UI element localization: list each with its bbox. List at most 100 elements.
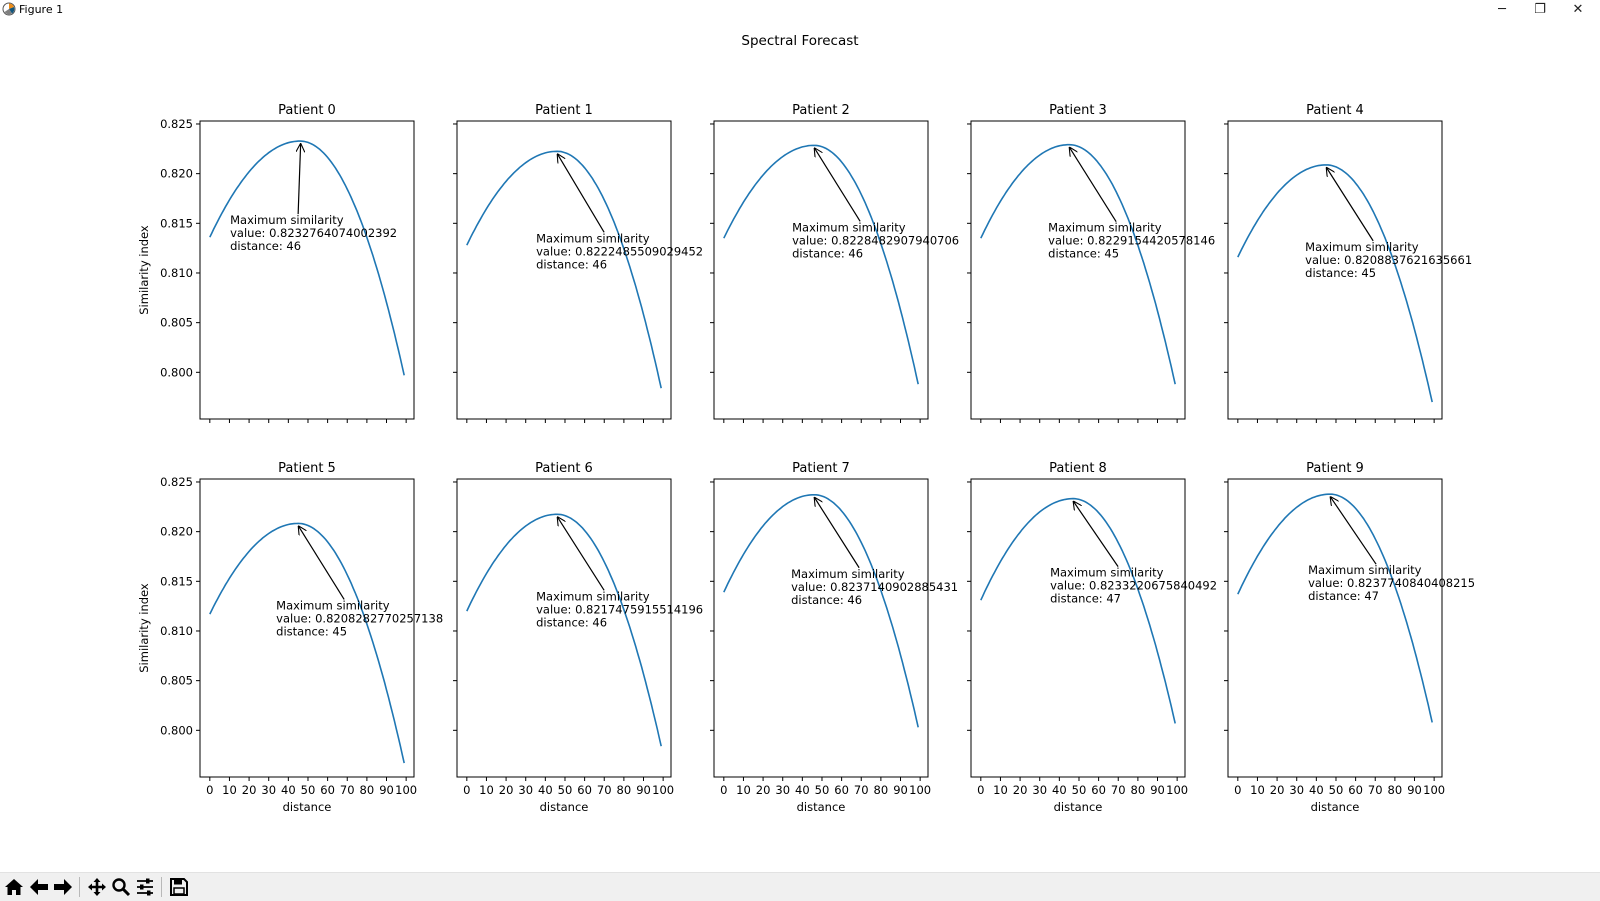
x-tick-label: 60 [1091,783,1106,797]
axes-frame [713,478,929,778]
annotation-distance: distance: 45 [1305,266,1376,280]
y-axis-label: Similarity index [137,583,151,673]
annotation-distance: distance: 47 [1050,592,1121,606]
configure-subplots-icon [137,878,153,896]
x-tick-label: 50 [815,783,830,797]
annotation-value: value: 0.8232764074002392 [230,226,397,240]
x-tick-label: 70 [1111,783,1126,797]
annotation-distance: distance: 46 [791,593,862,607]
y-tick-label: 0.815 [160,574,193,588]
navigation-toolbar [0,872,1600,901]
x-tick-label: 70 [340,783,355,797]
x-tick-label: 70 [1368,783,1383,797]
annotation-value: value: 0.8217475915514196 [536,602,703,616]
x-axis-label: distance [283,800,332,814]
y-tick-label: 0.820 [160,167,193,181]
x-tick-label: 80 [1131,783,1146,797]
subplot-title: Patient 4 [1306,103,1364,118]
matplotlib-logo-icon [2,2,16,16]
back-button[interactable] [28,876,50,898]
x-tick-label: 90 [1150,783,1165,797]
annotation-distance: distance: 46 [792,246,863,260]
figure-canvas[interactable]: Spectral Forecast 0.800 0.805 0.810 0.815 0.… [0,20,1600,872]
annotation-arrow [558,517,605,591]
x-axis-label: distance [1311,800,1360,814]
x-tick-label: 100 [1423,783,1445,797]
close-button[interactable]: ✕ [1560,0,1596,18]
annotation-arrow [1327,168,1374,242]
annotation-title: Maximum similarity [1050,566,1164,580]
x-tick-label: 40 [281,783,296,797]
subplot-title: Patient 5 [278,461,336,476]
configure-subplots-button[interactable] [134,876,156,898]
forward-arrow-icon [54,879,72,895]
annotation-value: value: 0.8237140902885431 [791,580,958,594]
x-tick-label: 30 [775,783,790,797]
x-axis-label: distance [797,800,846,814]
annotation-distance: distance: 47 [1308,589,1379,603]
axes-frame [713,120,929,420]
x-tick-label: 0 [206,783,213,797]
window-title: Figure 1 [19,3,64,16]
x-tick-label: 20 [1270,783,1285,797]
x-tick-label: 0 [463,783,470,797]
x-tick-label: 50 [301,783,316,797]
x-tick-label: 70 [597,783,612,797]
subplot-title: Patient 7 [792,461,850,476]
restore-icon: ❐ [1534,1,1546,17]
save-button[interactable] [168,876,190,898]
x-tick-label: 40 [795,783,810,797]
axes-frame [199,120,415,420]
x-tick-label: 40 [1052,783,1067,797]
back-arrow-icon [30,879,48,895]
x-tick-label: 10 [479,783,494,797]
annotation-value: value: 0.8237740840408215 [1308,576,1475,590]
x-axis-label: distance [540,800,589,814]
restore-button[interactable]: ❐ [1522,0,1558,18]
subplot-title: Patient 0 [278,103,336,118]
annotation-distance: distance: 46 [230,239,301,253]
minimize-icon: ─ [1498,1,1506,17]
axes-frame [970,478,1186,778]
y-tick-label: 0.820 [160,525,193,539]
x-tick-label: 60 [320,783,335,797]
x-tick-label: 10 [993,783,1008,797]
x-tick-label: 40 [1309,783,1324,797]
forward-button[interactable] [52,876,74,898]
pan-button[interactable] [86,876,108,898]
figure-suptitle: Spectral Forecast [741,33,858,49]
series-line [1237,493,1433,723]
home-button[interactable] [3,876,25,898]
minimize-button[interactable]: ─ [1484,0,1520,18]
x-tick-label: 0 [977,783,984,797]
subplot-0: 0.800 0.805 0.810 0.815 0.820 0.825 Patient 0 S… [137,103,415,423]
annotation-value: value: 0.8208837621635661 [1305,253,1472,267]
subplot-6: 0 10 20 30 40 50 60 70 80 90 100 Patient 6 distance M… [453,461,703,814]
annotation-title: Maximum similarity [1048,221,1162,235]
series-line [723,144,919,385]
home-icon [5,879,23,895]
annotation-title: Maximum similarity [1305,240,1419,254]
annotation-distance: distance: 46 [536,615,607,629]
x-tick-label: 70 [854,783,869,797]
axes-frame [970,120,1186,420]
toolbar-separator [161,877,162,897]
annotation-title: Maximum similarity [276,598,390,612]
y-axis-label: Similarity index [137,225,151,315]
zoom-button[interactable] [110,876,132,898]
annotation-title: Maximum similarity [230,213,344,227]
x-axis-label: distance [1054,800,1103,814]
series-line [723,494,919,728]
y-tick-label: 0.815 [160,216,193,230]
annotation-distance: distance: 45 [276,624,347,638]
subplot-title: Patient 2 [792,103,850,118]
series-line [209,140,405,376]
annotation-value: value: 0.8228482907940706 [792,233,959,247]
annotation-arrow [815,148,861,222]
x-tick-label: 100 [909,783,931,797]
series-line [466,150,662,389]
x-tick-label: 60 [834,783,849,797]
x-tick-label: 80 [874,783,889,797]
